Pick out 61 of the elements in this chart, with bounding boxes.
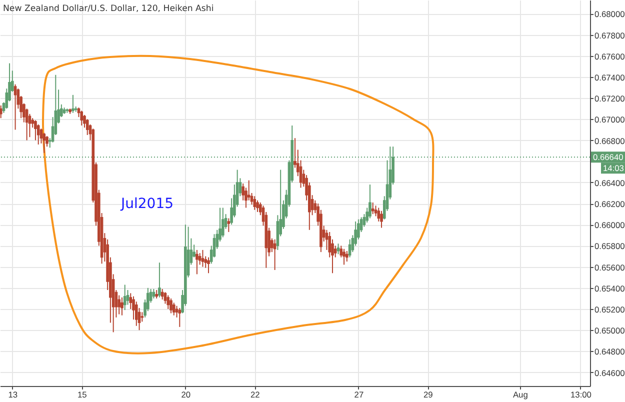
candlestick (123, 284, 126, 311)
candlestick (222, 207, 224, 238)
x-tick-label: 13 (8, 390, 18, 400)
candlestick (34, 120, 37, 141)
candlestick (160, 288, 164, 300)
y-tick-label: 0.65400 (594, 283, 625, 294)
x-tick-label: 27 (354, 390, 364, 400)
y-tick-label: 0.68000 (594, 9, 625, 20)
annotation: Jul2015 (120, 196, 174, 212)
candlestick (36, 124, 40, 145)
candlestick (247, 180, 250, 201)
chart-title: New Zealand Dollar/U.S. Dollar, 120, Heiken Ashi (3, 4, 214, 14)
candlestick (120, 296, 124, 316)
x-tick-label: 15 (77, 390, 88, 400)
x-tick-label: Aug (512, 390, 528, 400)
y-tick-label: 0.67600 (594, 51, 625, 62)
y-tick-label: 0.66000 (594, 220, 625, 230)
candlestick (368, 184, 372, 219)
y-tick-label: 0.65600 (594, 262, 625, 272)
candlestick (227, 218, 230, 233)
candlestick (178, 307, 182, 328)
x-tick-label: 13:00 (570, 390, 592, 400)
y-tick-label: 0.66400 (594, 178, 625, 188)
candlestick (80, 110, 84, 126)
y-tick-label: 0.64800 (594, 346, 625, 357)
candlestick (140, 312, 144, 322)
y-tick-label: 0.65000 (594, 326, 625, 336)
candlestick (342, 248, 346, 266)
candlestick (166, 294, 170, 310)
candlestick (42, 132, 46, 154)
y-tick-label: 0.67400 (594, 72, 625, 82)
candlestick (336, 243, 340, 255)
y-tick-label: 0.64600 (594, 368, 625, 378)
candlestick (14, 84, 17, 130)
x-tick-label: 22 (250, 390, 260, 400)
y-tick-label: 0.67000 (594, 114, 625, 125)
y-tick-label: 0.66800 (594, 136, 625, 146)
text: 14:03 (603, 163, 624, 174)
candlestick (0, 104, 2, 119)
candlestick (201, 249, 204, 268)
candlestick (334, 245, 337, 258)
candlestick (256, 200, 259, 212)
y-tick-label: 0.65200 (594, 304, 625, 315)
candlestick (207, 256, 210, 274)
candlestick (196, 249, 198, 275)
candlestick (380, 210, 383, 228)
candlestick (170, 298, 172, 314)
y-tick-label: 0.67800 (594, 30, 625, 40)
candlestick (118, 294, 120, 315)
ref-line-label: 0.66640 (593, 152, 624, 162)
candlestick (158, 262, 161, 298)
candlestick (253, 196, 256, 210)
candlestick (346, 250, 348, 262)
y-tick-label: 0.65800 (594, 241, 625, 252)
y-tick-label: 0.66200 (594, 199, 625, 210)
x-tick-label: 29 (423, 390, 434, 400)
candlestick (371, 202, 374, 215)
x-tick-label: 20 (181, 390, 191, 400)
candlestick (72, 94, 74, 114)
candlestick (172, 302, 176, 316)
y-tick-label: 0.67200 (594, 94, 625, 104)
